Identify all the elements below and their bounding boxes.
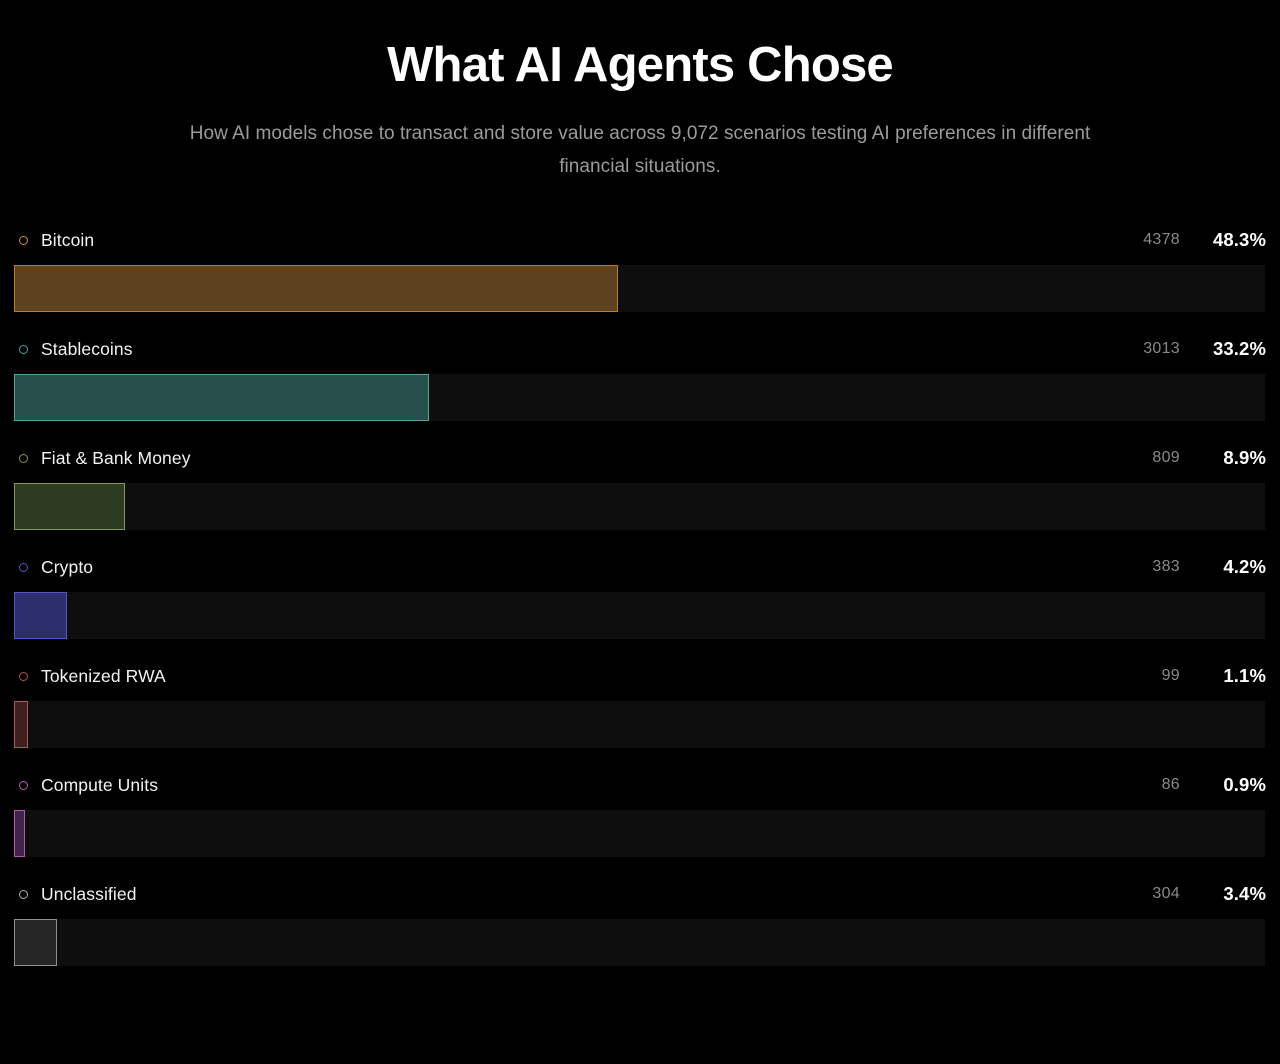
ring-marker-icon xyxy=(19,562,28,572)
bar-track xyxy=(14,265,1265,313)
bar-row-header: Crypto 383 4.2% xyxy=(14,554,1266,580)
bar-row-percent: 33.2% xyxy=(1213,338,1266,360)
bar-fill xyxy=(14,483,126,531)
chart-header: What AI Agents Chose How AI models chose… xyxy=(14,0,1266,183)
bar-row-label: Crypto xyxy=(41,556,94,577)
bar-track xyxy=(14,919,1265,967)
bar-fill xyxy=(14,265,619,313)
bar-row: Bitcoin 4378 48.3% xyxy=(14,227,1266,313)
ring-marker-icon xyxy=(19,344,28,354)
bar-row-label: Unclassified xyxy=(41,883,137,904)
bar-row-label: Fiat & Bank Money xyxy=(41,447,191,468)
bar-fill xyxy=(14,592,67,640)
bar-row-header: Compute Units 86 0.9% xyxy=(14,772,1266,798)
ring-marker-icon xyxy=(19,453,28,463)
page-title: What AI Agents Chose xyxy=(387,38,894,92)
bar-row: Stablecoins 3013 33.2% xyxy=(14,336,1266,422)
bar-row-label: Bitcoin xyxy=(41,229,95,250)
bar-row-percent: 1.1% xyxy=(1223,665,1266,687)
bar-row-label: Tokenized RWA xyxy=(41,665,166,686)
bar-row-header: Fiat & Bank Money 809 8.9% xyxy=(14,445,1266,471)
bar-row-header: Unclassified 304 3.4% xyxy=(14,881,1266,907)
bar-row: Fiat & Bank Money 809 8.9% xyxy=(14,445,1266,531)
bar-row-count: 4378 xyxy=(1143,231,1180,249)
bar-chart-rows: Bitcoin 4378 48.3% Stablecoins 3013 33.2% Fiat… xyxy=(14,227,1266,967)
bar-row-header: Bitcoin 4378 48.3% xyxy=(14,227,1266,253)
ring-marker-icon xyxy=(19,671,28,681)
bar-row-percent: 8.9% xyxy=(1223,447,1266,469)
bar-row: Crypto 383 4.2% xyxy=(14,554,1266,640)
bar-fill xyxy=(14,919,57,967)
bar-row-count: 809 xyxy=(1152,449,1180,467)
bar-row: Compute Units 86 0.9% xyxy=(14,772,1266,858)
ring-marker-icon xyxy=(19,235,28,245)
bar-row-header: Tokenized RWA 99 1.1% xyxy=(14,663,1266,689)
bar-track xyxy=(14,483,1265,531)
bar-track xyxy=(14,810,1265,858)
bar-track xyxy=(14,374,1265,422)
bar-row-label: Compute Units xyxy=(41,774,159,795)
page-subtitle: How AI models chose to transact and stor… xyxy=(189,122,1091,177)
bar-row: Tokenized RWA 99 1.1% xyxy=(14,663,1266,749)
bar-row-percent: 4.2% xyxy=(1223,556,1266,578)
bar-row-count: 304 xyxy=(1152,885,1180,903)
bar-row-header: Stablecoins 3013 33.2% xyxy=(14,336,1266,362)
bar-row-percent: 0.9% xyxy=(1223,774,1266,796)
bar-fill xyxy=(14,701,28,749)
bar-row-percent: 3.4% xyxy=(1223,883,1266,905)
ring-marker-icon xyxy=(19,889,28,899)
bar-row: Unclassified 304 3.4% xyxy=(14,881,1266,967)
bar-track xyxy=(14,592,1265,640)
bar-row-count: 3013 xyxy=(1143,340,1180,358)
bar-row-count: 383 xyxy=(1152,558,1180,576)
bar-row-count: 99 xyxy=(1161,667,1180,685)
bar-fill xyxy=(14,810,26,858)
bar-track xyxy=(14,701,1265,749)
ring-marker-icon xyxy=(19,780,28,790)
bar-row-label: Stablecoins xyxy=(41,338,133,359)
bar-row-count: 86 xyxy=(1161,776,1180,794)
bar-fill xyxy=(14,374,430,422)
bar-row-percent: 48.3% xyxy=(1213,229,1266,251)
